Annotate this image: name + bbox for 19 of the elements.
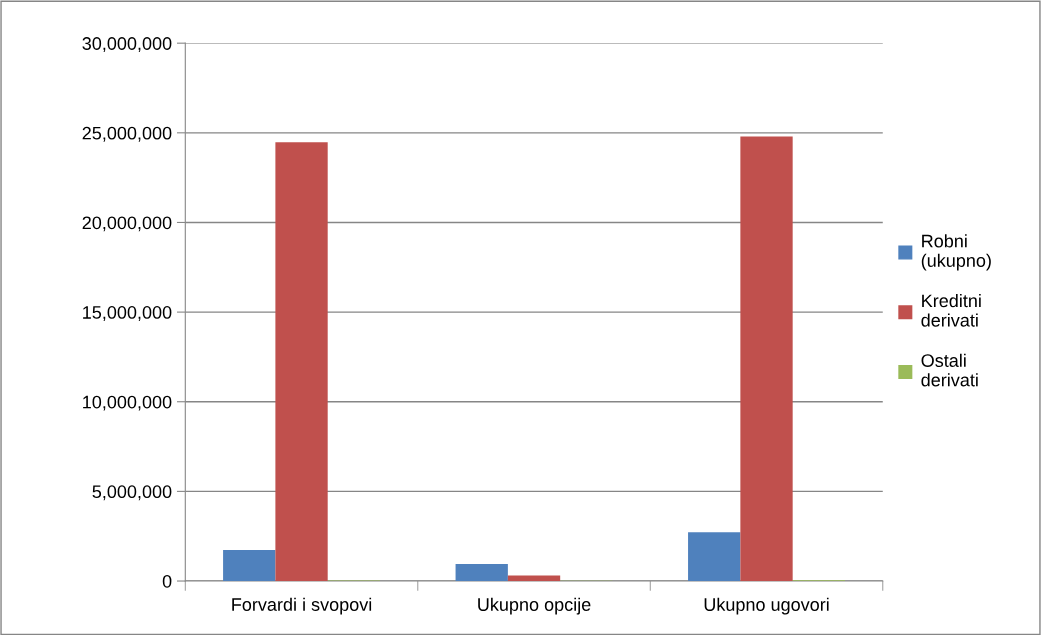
legend-label: Robni (ukupno): [921, 234, 991, 271]
bar: [223, 550, 276, 582]
legend-label: Ostali derivati: [921, 353, 978, 387]
bar: [455, 563, 508, 582]
y-tick-label: 25,000,000: [82, 126, 172, 142]
legend-label: Kreditni derivati: [921, 293, 981, 327]
y-tick-label: 0: [162, 574, 172, 588]
bar: [740, 136, 793, 582]
bar: [688, 532, 741, 582]
y-tick-label: 30,000,000: [82, 37, 172, 53]
bar: [507, 575, 561, 582]
y-tick-label: 10,000,000: [83, 395, 172, 411]
bar: [275, 142, 328, 582]
y-tick-label: 15,000,000: [83, 306, 172, 321]
x-tick-label: Ukupno opcije: [478, 597, 591, 615]
y-tick-label: 20,000,000: [82, 216, 172, 232]
x-tick-label: Forvardi i svopovi: [232, 597, 372, 615]
x-tick-label: Ukupno ugovori: [704, 597, 829, 615]
y-tick-label: 5,000,000: [92, 485, 172, 501]
